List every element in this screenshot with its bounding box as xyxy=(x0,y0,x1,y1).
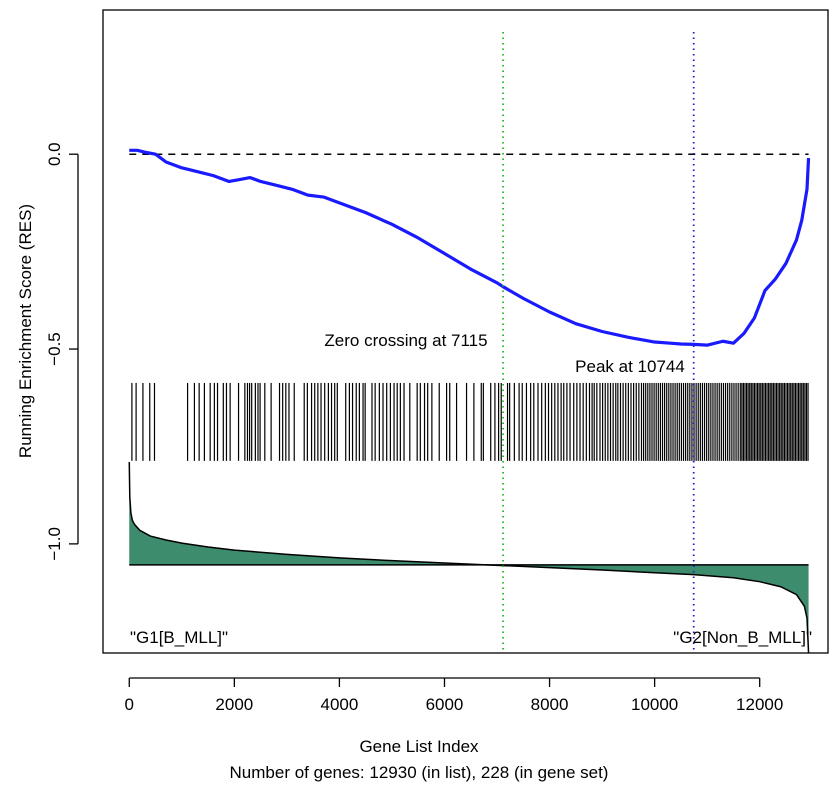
ranked-metric-area xyxy=(129,462,809,653)
res-curve-layer xyxy=(129,148,811,347)
marker-lines-layer xyxy=(502,32,695,650)
right-phenotype-label: "G2[Non_B_MLL]" xyxy=(673,628,812,647)
ranked-metric-layer xyxy=(128,462,810,654)
plot-frame xyxy=(102,9,829,654)
hit-ticks-layer xyxy=(131,382,809,461)
x-tick-label: 0 xyxy=(125,695,134,714)
y-axis-title: Running Enrichment Score (RES) xyxy=(16,204,35,458)
x-tick-label: 6000 xyxy=(426,695,464,714)
peak-label: Peak at 10744 xyxy=(575,357,685,376)
left-phenotype-label: "G1[B_MLL]" xyxy=(130,628,228,647)
x-tick-label: 4000 xyxy=(320,695,358,714)
x-axis-title: Gene List Index xyxy=(359,737,479,756)
y-tick-label: 0.0 xyxy=(45,142,64,166)
x-tick-label: 12000 xyxy=(736,695,783,714)
x-axis-subtitle: Number of genes: 12930 (in list), 228 (i… xyxy=(230,763,609,782)
x-tick-label: 8000 xyxy=(531,695,569,714)
zero-crossing-label: Zero crossing at 7115 xyxy=(324,331,487,350)
x-tick-label: 2000 xyxy=(215,695,253,714)
x-tick-label: 10000 xyxy=(631,695,678,714)
x-axis: 0 2000 4000 6000 8000 10000 12000 xyxy=(125,677,783,714)
ranked-metric-line xyxy=(128,462,810,654)
res-curve xyxy=(129,148,811,347)
y-axis: 0.0 −0.5 −1.0 xyxy=(45,142,79,561)
y-tick-label: −0.5 xyxy=(45,332,64,366)
y-tick-label: −1.0 xyxy=(45,527,64,561)
